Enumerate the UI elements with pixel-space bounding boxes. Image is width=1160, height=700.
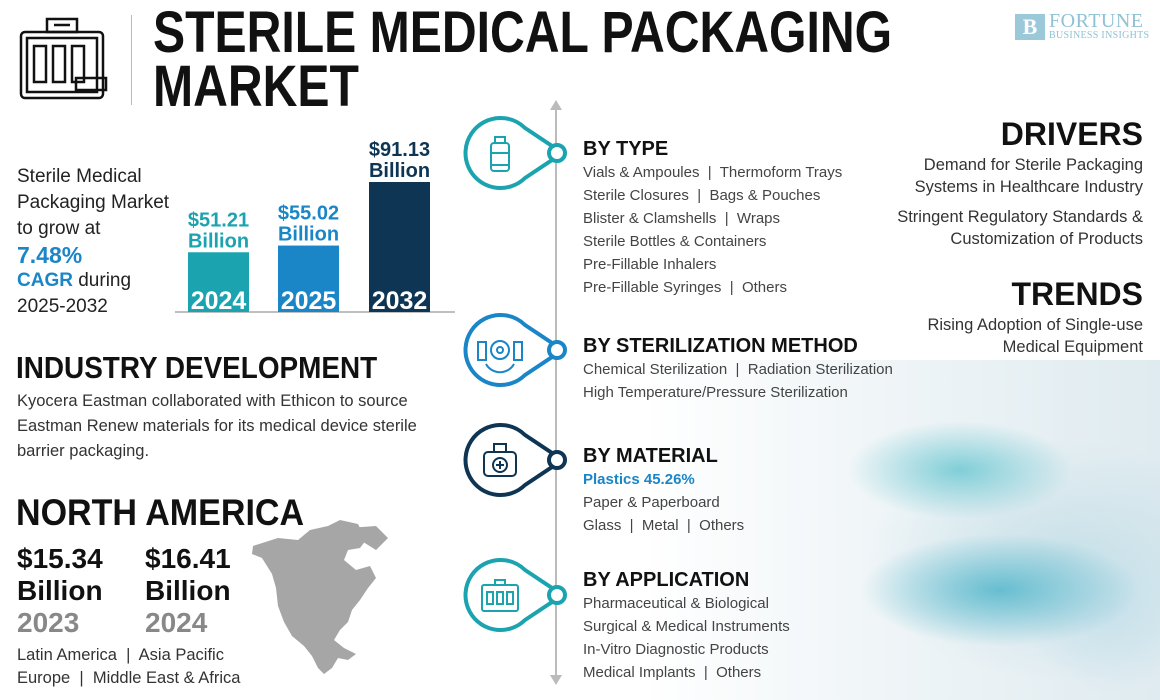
segment-item: Paper & Paperboard — [583, 494, 720, 511]
segment-item: Pre-Fillable Syringes | Others — [583, 279, 787, 296]
na-stat-2024: $16.41 Billion 2024 — [145, 543, 231, 639]
bar-value-label: $91.13 — [369, 139, 430, 161]
header-divider — [131, 15, 132, 105]
na-value: $16.41 — [145, 543, 231, 574]
segment-item: Vials & Ampoules | Thermoform Trays — [583, 164, 843, 181]
bar-unit-label: Billion — [369, 160, 430, 182]
title-line-1: STERILE MEDICAL PACKAGING — [153, 0, 893, 65]
page-title: STERILE MEDICAL PACKAGING MARKET — [153, 0, 893, 119]
segment-title: BY MATERIAL — [583, 445, 718, 467]
segment-title: BY STERILIZATION METHOD — [583, 335, 858, 357]
segment-item: Medical Implants | Others — [583, 664, 762, 681]
segment-node-4 — [460, 555, 570, 640]
cagr-label: CAGR — [17, 270, 73, 291]
sterile-kit-icon — [19, 17, 108, 100]
medical-bag-icon — [483, 443, 517, 477]
fortune-logo: B FORTUNE BUSINESS INSIGHTS — [1015, 10, 1150, 41]
trend-line: Rising Adoption of Single-use — [927, 316, 1143, 334]
logo-text: FORTUNE — [1049, 10, 1144, 32]
segment-item: Surgical & Medical Instruments — [583, 618, 790, 635]
bar-2024 — [188, 252, 249, 312]
growth-line: Sterile Medical — [17, 166, 142, 187]
other-regions: Latin America | Asia Pacific Europe | Mi… — [17, 644, 240, 690]
north-america-map-icon — [252, 520, 388, 674]
bar-unit-label: Billion — [278, 224, 339, 246]
segment-title: BY TYPE — [583, 138, 669, 160]
bar-year-label: 2025 — [281, 287, 337, 315]
trend-line: Medical Equipment — [1002, 338, 1143, 356]
trends-section: TRENDS Rising Adoption of Single-use Med… — [927, 276, 1143, 358]
segment-item: Sterile Closures | Bags & Pouches — [583, 187, 821, 204]
title-line-2: MARKET — [153, 54, 359, 119]
segment-by-application: BY APPLICATION Pharmaceutical & Biologic… — [583, 568, 790, 684]
na-stat-2023: $15.34 Billion 2023 — [17, 543, 103, 639]
segment-title: BY APPLICATION — [583, 569, 750, 591]
segment-by-type: BY TYPE Vials & Ampoules | Thermoform Tr… — [583, 137, 842, 299]
driver-line: Demand for Sterile Packaging — [923, 156, 1143, 174]
segment-item: Blister & Clamshells | Wraps — [583, 210, 780, 227]
market-size-bar-chart: 2024$51.21Billion2025$55.02Billion2032$9… — [175, 139, 455, 315]
logo-subtext: BUSINESS INSIGHTS — [1049, 30, 1150, 41]
vial-case-icon — [481, 579, 519, 612]
driver-line: Customization of Products — [950, 230, 1143, 248]
north-america-title: NORTH AMERICA — [16, 492, 305, 533]
arrow-up-icon — [550, 100, 562, 110]
segment-node-2 — [460, 310, 570, 395]
industry-development-text: Kyocera Eastman collaborated with Ethico… — [17, 392, 417, 460]
na-unit: Billion — [17, 575, 103, 606]
arrow-down-icon — [550, 675, 562, 685]
logo-mark: B — [1015, 13, 1045, 40]
na-year: 2024 — [145, 607, 208, 638]
regions-line: Latin America | Asia Pacific — [17, 646, 224, 664]
growth-line: Packaging Market — [17, 192, 170, 213]
bar-2032 — [369, 182, 430, 312]
segment-by-material: BY MATERIAL Plastics 45.26% Paper & Pape… — [583, 444, 744, 537]
segment-node-3 — [460, 420, 570, 505]
cagr-rate: 7.48% — [17, 242, 83, 268]
growth-summary: Sterile Medical Packaging Market to grow… — [17, 164, 169, 320]
forecast-period: 2025-2032 — [17, 296, 108, 317]
growth-during: during — [72, 270, 132, 291]
bar-year-label: 2032 — [372, 287, 428, 315]
segment-by-sterilization-method: BY STERILIZATION METHOD Chemical Sterili… — [583, 334, 893, 404]
segment-item: Pre-Fillable Inhalers — [583, 256, 717, 273]
segment-item: Sterile Bottles & Containers — [583, 233, 767, 250]
segment-item: Pharmaceutical & Biological — [583, 595, 769, 612]
segment-item: Chemical Sterilization | Radiation Steri… — [583, 361, 893, 378]
bar-unit-label: Billion — [188, 230, 249, 252]
drivers-section: DRIVERS Demand for Sterile Packaging Sys… — [897, 116, 1143, 250]
segment-node-1 — [460, 113, 570, 198]
driver-line: Stringent Regulatory Standards & — [897, 208, 1143, 226]
background-photo — [640, 360, 1160, 700]
growth-line: to grow at — [17, 218, 101, 239]
segment-item: High Temperature/Pressure Sterilization — [583, 384, 848, 401]
vial-icon — [490, 136, 510, 172]
segment-item: Glass | Metal | Others — [583, 517, 745, 534]
drivers-title: DRIVERS — [1000, 116, 1143, 152]
timeline-line — [555, 108, 557, 680]
na-year: 2023 — [17, 607, 80, 638]
segment-item: In-Vitro Diagnostic Products — [583, 641, 769, 658]
na-value: $15.34 — [17, 543, 103, 574]
industry-development-title: INDUSTRY DEVELOPMENT — [16, 350, 378, 385]
trends-title: TRENDS — [1011, 276, 1143, 312]
bar-value-label: $55.02 — [278, 203, 339, 225]
regions-line: Europe | Middle East & Africa — [17, 669, 241, 687]
segment-highlight: Plastics 45.26% — [583, 471, 695, 488]
na-unit: Billion — [145, 575, 231, 606]
driver-line: Systems in Healthcare Industry — [914, 178, 1143, 196]
virus-vials-icon — [477, 340, 523, 374]
bar-value-label: $51.21 — [188, 209, 249, 231]
bar-2025 — [278, 245, 339, 312]
bar-year-label: 2024 — [191, 287, 247, 315]
